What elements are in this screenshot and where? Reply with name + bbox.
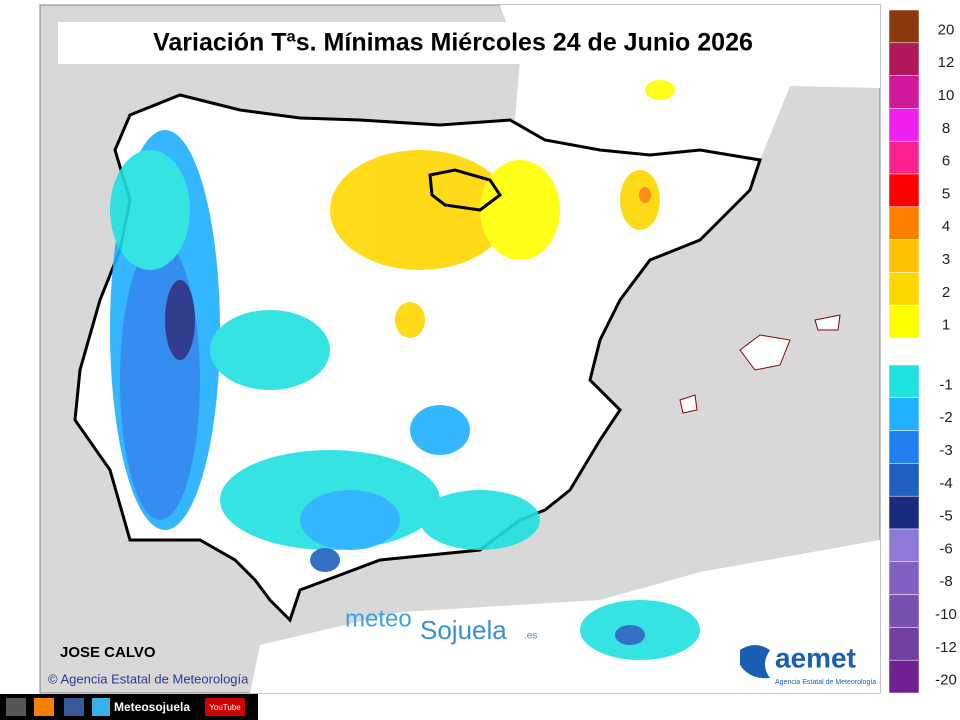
legend-label: -20 [935,672,957,689]
legend-swatch [888,397,920,431]
legend-label: -10 [935,606,957,623]
aemet-subtitle: Agencia Estatal de Meteorología [775,679,876,686]
twitter-icon[interactable] [92,698,110,716]
legend-swatch [888,42,920,76]
mallorca [739,334,791,371]
legend-swatch [888,495,920,530]
legend-swatch [888,108,920,142]
author: JOSE CALVO [60,644,156,661]
legend-label: 5 [942,185,950,202]
legend-label: 10 [938,87,955,104]
youtube-label[interactable]: YouTube [209,703,241,712]
legend-label: -6 [939,540,952,557]
ibiza [679,394,698,414]
legend-label: 12 [938,54,955,71]
legend-label: 1 [942,317,950,334]
legend-swatch [888,206,920,240]
legend-label: -8 [939,573,952,590]
anomaly-areas [110,80,700,660]
legend-label: -2 [939,409,952,426]
legend-swatch [888,9,920,44]
legend-swatch [888,561,920,595]
legend-swatch [888,364,920,399]
watermark-sojuela: Sojuela [420,615,507,645]
africa [250,540,880,693]
legend-swatch [888,272,920,306]
legend-label: 8 [942,120,950,137]
legend-swatch [888,75,920,109]
la-rioja-outline [428,168,503,212]
legend-swatch [888,659,920,694]
legend-swatch [888,430,920,464]
footer-account[interactable]: Meteosojuela [114,700,190,714]
legend-label: -1 [939,376,952,393]
legend-label: -3 [939,442,952,459]
legend-label: -5 [939,508,952,525]
youtube-icon[interactable] [205,698,245,716]
legend: 20 12 10 8 6 5 4 3 2 1 -1 -2 -3 -4 -5 -6 -8 -10 -12 -20 [888,9,957,694]
legend-swatch [888,463,920,497]
legend-swatch [888,528,920,563]
copyright: © Agencia Estatal de Meteorología [48,671,249,686]
legend-label: 3 [942,251,950,268]
legend-swatch [888,304,920,339]
aemet-logo [740,645,770,679]
instagram-icon[interactable] [6,698,26,716]
title-box [58,22,848,64]
title: Variación Tªs. Mínimas Miércoles 24 de J… [153,29,753,57]
legend-label: 2 [942,284,950,301]
watermark-suffix: .es [524,631,537,642]
legend-label: -12 [935,639,957,656]
legend-swatch [888,627,920,661]
legend-label: -4 [939,475,952,492]
legend-label: 6 [942,153,950,170]
aemet-name: aemet [775,642,856,673]
legend-label: 4 [942,218,950,235]
legend-swatch [888,140,920,175]
legend-swatch [888,173,920,208]
menorca [814,314,841,331]
blogger-icon[interactable] [34,698,54,716]
legend-swatch [888,239,920,273]
legend-label: 20 [938,21,955,38]
facebook-icon[interactable] [64,698,84,716]
watermark-meteo: meteo [345,605,412,632]
legend-swatch [888,594,920,628]
